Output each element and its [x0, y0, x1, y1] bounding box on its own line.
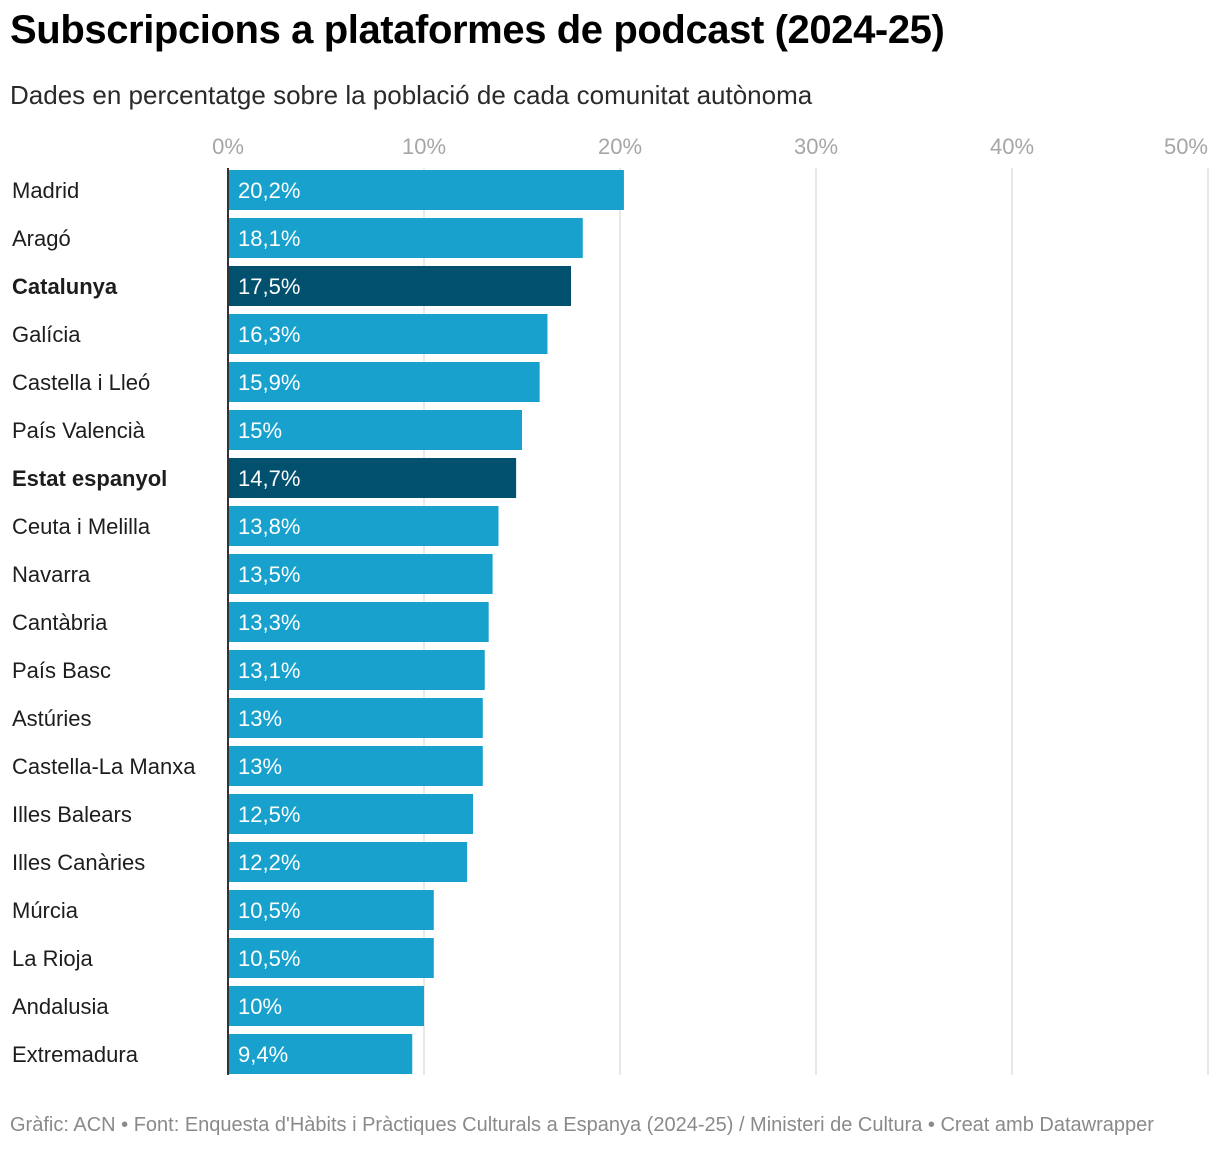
category-label: País Basc — [12, 658, 111, 683]
bar — [228, 794, 473, 834]
chart-title: Subscripcions a plataformes de podcast (… — [10, 8, 945, 52]
bar — [228, 266, 571, 306]
category-label: Madrid — [12, 178, 79, 203]
x-tick-label: 0% — [212, 134, 244, 159]
category-label: Aragó — [12, 226, 71, 251]
x-tick-label: 50% — [1164, 134, 1208, 159]
category-label: Andalusia — [12, 994, 109, 1019]
bar — [228, 698, 483, 738]
category-label: Astúries — [12, 706, 91, 731]
bar-value-label: 13% — [238, 706, 282, 731]
category-labels: Madrid Aragó Catalunya Galícia Castella i Ll… — [12, 178, 196, 1067]
bar-value-label: 16,3% — [238, 322, 300, 347]
bar-value-label: 10% — [238, 994, 282, 1019]
bar — [228, 170, 624, 210]
category-label: Illes Balears — [12, 802, 132, 827]
bar-chart: 0% 10% 20% 30% 40% 50% 20,2% 18,1% 17,5% 16,3% 15… — [12, 134, 1209, 1075]
bar — [228, 218, 583, 258]
chart-subtitle: Dades en percentatge sobre la població d… — [10, 80, 813, 110]
category-label: Illes Canàries — [12, 850, 145, 875]
category-label: Galícia — [12, 322, 81, 347]
bar-value-label: 10,5% — [238, 898, 300, 923]
category-label: Castella i Lleó — [12, 370, 150, 395]
bar — [228, 362, 540, 402]
category-label: La Rioja — [12, 946, 93, 971]
category-label: País Valencià — [12, 418, 146, 443]
bar-value-label: 14,7% — [238, 466, 300, 491]
bar-value-label: 17,5% — [238, 274, 300, 299]
x-tick-label: 40% — [990, 134, 1034, 159]
bar — [228, 458, 517, 498]
bar-value-label: 10,5% — [238, 946, 300, 971]
bar — [228, 890, 434, 930]
category-label: Estat espanyol — [12, 466, 167, 491]
bar — [228, 506, 499, 546]
x-tick-label: 20% — [598, 134, 642, 159]
bar-value-label: 13% — [238, 754, 282, 779]
bar-value-label: 12,5% — [238, 802, 300, 827]
bars: 20,2% 18,1% 17,5% 16,3% 15,9% 15% 14,7% 13,8% 13… — [228, 170, 624, 1074]
chart-footer: Gràfic: ACN • Font: Enquesta d'Hàbits i … — [10, 1114, 1154, 1136]
x-tick-label: 30% — [794, 134, 838, 159]
bar-value-label: 13,3% — [238, 610, 300, 635]
category-label: Ceuta i Melilla — [12, 514, 151, 539]
bar-value-label: 13,5% — [238, 562, 300, 587]
category-label: Múrcia — [12, 898, 79, 923]
bar-value-label: 18,1% — [238, 226, 300, 251]
category-label: Castella-La Manxa — [12, 754, 196, 779]
bar — [228, 842, 468, 882]
bar — [228, 986, 424, 1026]
bar-value-label: 15% — [238, 418, 282, 443]
bar — [228, 650, 485, 690]
bar — [228, 314, 548, 354]
category-label: Cantàbria — [12, 610, 108, 635]
x-axis-ticks: 0% 10% 20% 30% 40% 50% — [212, 134, 1208, 159]
bar — [228, 410, 522, 450]
bar-value-label: 9,4% — [238, 1042, 288, 1067]
bar — [228, 554, 493, 594]
bar — [228, 746, 483, 786]
bar-value-label: 20,2% — [238, 178, 300, 203]
bar — [228, 602, 489, 642]
bar — [228, 1034, 413, 1074]
bar-value-label: 13,8% — [238, 514, 300, 539]
category-label: Extremadura — [12, 1042, 139, 1067]
bar-value-label: 12,2% — [238, 850, 300, 875]
category-label: Catalunya — [12, 274, 118, 299]
bar-value-label: 13,1% — [238, 658, 300, 683]
bar — [228, 938, 434, 978]
bar-value-label: 15,9% — [238, 370, 300, 395]
category-label: Navarra — [12, 562, 91, 587]
x-tick-label: 10% — [402, 134, 446, 159]
